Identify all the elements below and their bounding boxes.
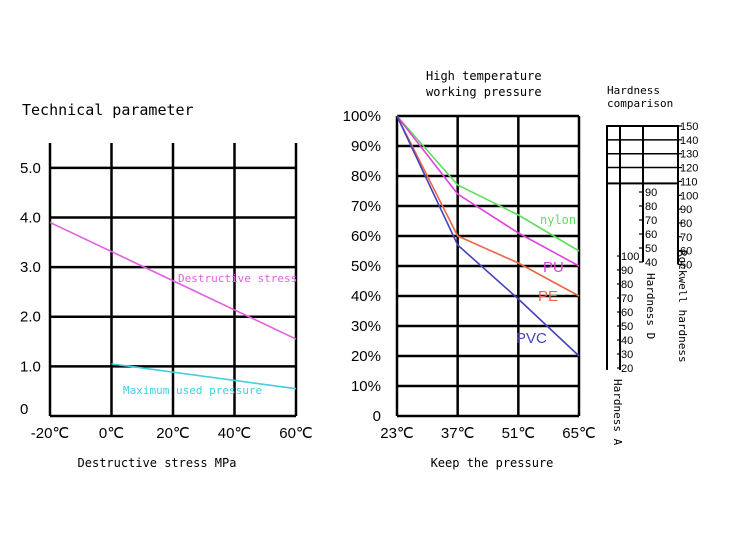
y-tick-label: 0: [373, 408, 381, 425]
series-label: PVC: [516, 330, 547, 347]
x-tick-label: 23℃: [380, 425, 414, 442]
chart-title-line: working pressure: [426, 85, 542, 99]
y-tick-label: 50%: [351, 258, 381, 275]
y-tick-label: 60%: [351, 228, 381, 245]
scale-tick-label: 20: [621, 363, 633, 375]
y-tick-label: 40%: [351, 288, 381, 305]
y-tick-label: 5.0: [20, 160, 41, 177]
scale-tick-label: 50: [621, 321, 633, 333]
series-line: [396, 115, 580, 357]
scale-tick-label: 50: [680, 260, 692, 272]
x-axis-label: Keep the pressure: [431, 456, 554, 470]
series-label: nylon: [540, 213, 576, 227]
chart-title-line: comparison: [607, 97, 673, 110]
series-label: Maximum used pressure: [123, 384, 262, 397]
x-tick-label: 51℃: [502, 425, 536, 442]
y-tick-label: 90%: [351, 138, 381, 155]
y-tick-label: 30%: [351, 318, 381, 335]
scale-tick-label: 60: [645, 229, 657, 241]
x-tick-label: 20℃: [156, 425, 190, 442]
scale-tick-label: 30: [621, 349, 633, 361]
scale-name: Hardness D: [644, 273, 657, 339]
x-tick-label: 37℃: [441, 425, 475, 442]
working-pressure-chart: High temperature working pressure 0 10% 20% 3…: [343, 69, 596, 470]
chart-title-line: High temperature: [426, 69, 542, 83]
series-line: [396, 115, 580, 267]
scale-tick-label: 130: [680, 149, 698, 161]
scale-tick-label: 40: [645, 257, 657, 269]
y-tick-label: 2.0: [20, 309, 41, 326]
series-line: [396, 115, 580, 252]
y-tick-label: 1.0: [20, 358, 41, 375]
scale-tick-label: 110: [680, 176, 698, 188]
scale-tick-label: 100: [680, 190, 698, 202]
scale-name: Rockwell hardness: [676, 250, 689, 363]
y-tick-label: 70%: [351, 198, 381, 215]
series-label: Destructive stress: [178, 272, 297, 285]
scale-tick-label: 80: [621, 279, 633, 291]
scale-tick-label: 60: [621, 307, 633, 319]
series-line: [396, 115, 580, 297]
y-tick-label: 3.0: [20, 259, 41, 276]
y-tick-label: 80%: [351, 168, 381, 185]
scale-name: Hardness A: [611, 379, 624, 446]
series-label: PU: [543, 259, 564, 276]
series-label: PE: [538, 288, 558, 305]
x-tick-label: 60℃: [279, 425, 313, 442]
scale-tick-label: 90: [680, 204, 692, 216]
x-tick-label: 40℃: [218, 425, 252, 442]
scale-tick-label: 80: [680, 218, 692, 230]
page-title: Technical parameter: [22, 101, 194, 119]
y-tick-label: 4.0: [20, 209, 41, 226]
x-tick-label: -20℃: [31, 425, 70, 442]
chart-title-line: Hardness: [607, 84, 660, 97]
y-tick-label: 100%: [343, 108, 381, 125]
scale-tick-label: 60: [680, 246, 692, 258]
y-tick-label: 10%: [351, 378, 381, 395]
y-tick-label: 20%: [351, 348, 381, 365]
x-tick-label: 0℃: [99, 425, 124, 442]
scale-tick-label: 70: [621, 293, 633, 305]
scale-tick-label: 140: [680, 135, 698, 147]
scale-tick-label: 70: [645, 215, 657, 227]
destructive-stress-chart: 0 1.0 2.0 3.0 4.0 5.0 -20℃ 0℃ 20℃ 40℃ 60℃ Destructi…: [20, 143, 313, 470]
x-tick-label: 65℃: [562, 425, 596, 442]
scale-tick-label: 90: [621, 265, 633, 277]
scale-tick-label: 70: [680, 232, 692, 244]
series-line: [111, 363, 297, 390]
scale-tick-label: 90: [645, 187, 657, 199]
scale-tick-label: 80: [645, 201, 657, 213]
series-line: [49, 221, 297, 340]
x-axis-label: Destructive stress MPa: [78, 456, 237, 470]
scale-tick-label: 120: [680, 163, 698, 175]
scale-tick-label: 50: [645, 243, 657, 255]
scale-tick-label: 100: [621, 251, 639, 263]
scale-tick-label: 150: [680, 121, 698, 133]
scale-tick-label: 40: [621, 335, 633, 347]
y-tick-label: 0: [20, 401, 28, 418]
